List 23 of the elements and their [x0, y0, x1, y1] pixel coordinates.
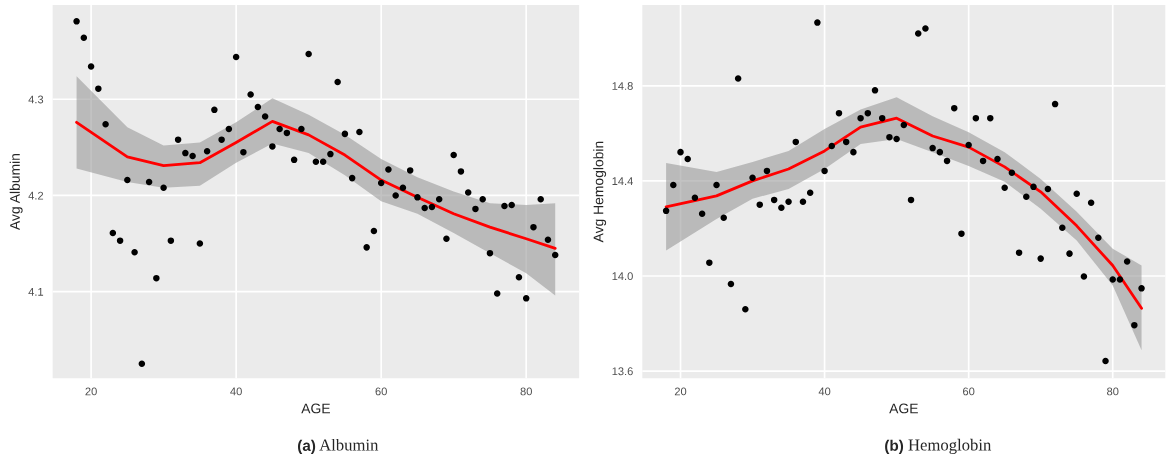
x-axis-title: AGE [301, 403, 330, 414]
y-tick-label: 14.8 [612, 82, 633, 90]
line-series [664, 116, 1143, 310]
line-series [75, 119, 557, 250]
x-tick-label: 80 [520, 387, 532, 396]
x-tick-label: 60 [963, 387, 975, 396]
y-tick-label: 4.1 [28, 288, 44, 296]
x-tick-label: 40 [818, 387, 831, 396]
y-tick-label: 14.4 [612, 177, 633, 185]
x-axis-title: AGE [889, 403, 918, 414]
y-axis-title: Avg Hemoglobin [593, 141, 607, 243]
y-tick-label: 13.6 [612, 367, 633, 376]
x-tick-label: 80 [1107, 387, 1119, 396]
x-tick-label: 40 [230, 387, 242, 396]
y-axis-title: Avg Albumin [9, 154, 23, 231]
text: (a) Albumin [297, 438, 379, 454]
text: (b) Hemoglobin [885, 438, 992, 454]
x-tick-label: 20 [674, 387, 687, 396]
x-tick-label: 60 [375, 387, 387, 396]
x-tick-label: 20 [85, 387, 97, 396]
y-tick-label: 14.0 [612, 272, 633, 281]
y-tick-label: 4.2 [28, 191, 44, 200]
y-tick-label: 4.3 [28, 95, 44, 104]
